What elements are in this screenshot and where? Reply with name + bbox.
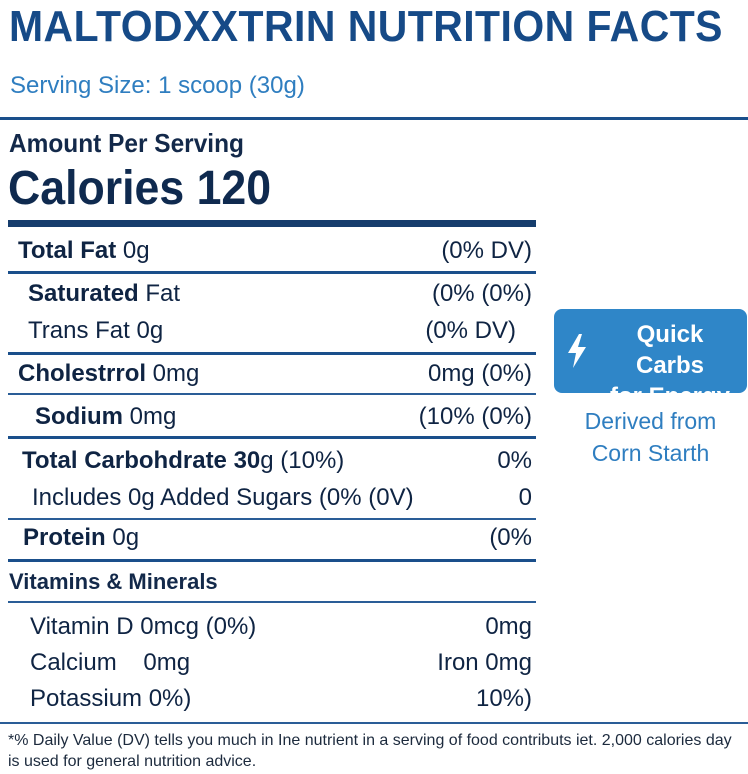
footnote: *% Daily Value (DV) tells you much in In… [8,732,732,770]
row-divider [8,271,536,274]
badge-line-1: Quick Carbs [635,321,705,379]
nutrient-dv: (0% DV) [441,237,532,264]
nutrient-dv: (0% (0%) [431,280,532,307]
vitamin-right: 10%) [475,685,532,712]
row-divider [8,559,536,562]
nutrient-name: Total Fat [18,237,117,264]
nutrient-amount: g (10%) [260,447,345,474]
vitamin-right: 0mg [485,613,532,640]
serving-size: Serving Size: 1 scoop (30g) [10,72,305,99]
lightning-bolt-icon [568,334,586,368]
vitamins-heading: Vitamins & Minerals [9,569,218,594]
calories-divider [8,220,536,227]
vitamin-row: Potassium 0%) 10%) [8,677,536,721]
row-divider [8,436,536,439]
vitamin-right: Iron 0mg [437,649,532,676]
vitamin-row: Vitamin D 0mcg (0%) 0mg [8,605,536,649]
nutrient-row-cholesterol: Cholestrrol 0mg 0mg (0%) [8,352,536,396]
nutrient-name: Protein [23,524,106,551]
nutrient-name: Total Carbohdrate 30 [22,447,261,474]
nutrient-dv: (10% (0%) [418,403,532,430]
nutrient-dv: 0mg (0%) [427,360,532,387]
vitamin-row: Calcium 0mg Iron 0mg [8,641,536,685]
nutrient-name: Cholestrrol [18,360,147,387]
nutrient-amount: Fat [138,280,181,307]
nutrient-dv: (0% DV) [425,317,516,344]
nutrient-row-total-fat: Total Fat 0g (0% DV) [8,229,536,273]
nutrient-amount: 0mg [146,360,200,387]
nutrient-row-added-sugars: Includes 0g Added Sugars (0% (0V) 0 [8,476,536,520]
nutrient-name: Saturated [28,280,139,307]
row-divider [8,393,536,395]
nutrient-amount: Trans Fat 0g [28,317,164,344]
nutrient-dv: 0% [497,447,532,474]
page-title: MALTODXXTRIN NUTRITION FACTS [9,2,723,51]
nutrient-dv: (0% [489,524,532,551]
amount-per-serving-label: Amount Per Serving [9,128,244,158]
nutrient-amount: 0mg [123,403,177,430]
nutrient-row-total-carbohydrate: Total Carbohdrate 30g (10%) 0% [8,439,536,483]
footnote-divider [0,722,748,724]
calories-value: Calories 120 [8,162,272,215]
nutrient-row-trans-fat: Trans Fat 0g (0% DV) [8,309,536,353]
nutrient-name: Sodium [35,403,123,430]
nutrient-row-saturated-fat: Saturated Fat (0% (0%) [8,272,536,316]
row-divider [8,518,536,520]
nutrient-row-protein: Protein 0g (0% [8,516,536,560]
derived-note: Derived from Corn Starth [554,405,747,469]
vitamin-left: Calcium 0mg [30,649,191,676]
derived-line-1: Derived from [584,408,717,434]
nutrient-row-sodium: Sodium 0mg (10% (0%) [8,395,536,439]
vitamin-left: Potassium 0%) [30,685,192,712]
row-divider [8,601,536,603]
derived-line-2: Corn Starth [591,440,710,466]
nutrient-amount: 0g [116,237,150,264]
top-divider [0,117,748,120]
nutrient-amount: 0g [105,524,140,551]
row-divider [8,352,536,355]
nutrient-amount: Includes 0g Added Sugars (0% (0V) [32,484,414,511]
quick-carbs-badge: Quick Carbs for Energy [554,309,747,410]
badge-line-2: for Energy [609,383,731,410]
vitamin-left: Vitamin D 0mcg (0%) [30,613,257,640]
nutrient-dv: 0 [518,484,532,511]
